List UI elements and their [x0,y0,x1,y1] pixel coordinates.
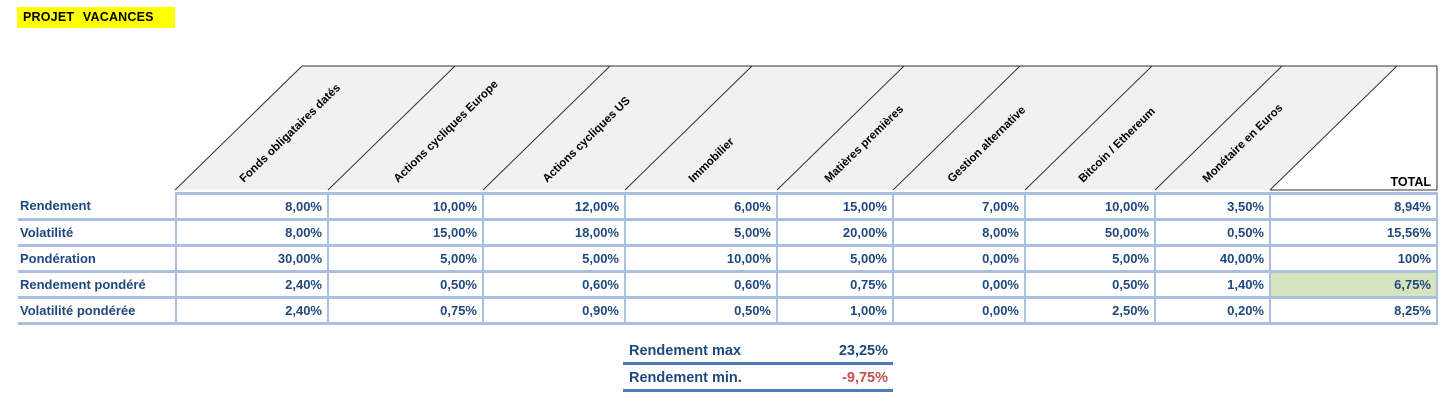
cell[interactable]: 30,00% [175,244,329,273]
cell[interactable]: 15,00% [327,218,484,247]
cell[interactable]: 3,50% [1154,192,1271,221]
diagonal-header: Fonds obligataires datés Actions cycliqu… [174,65,1438,191]
row-label[interactable]: Rendement pondéré [18,271,176,299]
cell[interactable]: 5,00% [327,244,484,273]
cell[interactable]: 0,50% [327,270,484,299]
cell[interactable]: 10,00% [624,244,778,273]
cell[interactable]: 0,50% [1154,218,1271,247]
row-label[interactable]: Pondération [18,245,176,273]
cell[interactable]: 0,75% [776,270,894,299]
header-separator [892,65,1021,191]
page-title[interactable]: PROJET VACANCES [17,7,175,28]
summary-block: Rendement max 23,25% Rendement min. -9,7… [623,338,893,392]
summary-row-max[interactable]: Rendement max 23,25% [623,338,893,365]
summary-value: 23,25% [838,343,888,359]
cell[interactable]: 15,00% [776,192,894,221]
header-separator [327,65,456,191]
cell[interactable]: 5,00% [1024,244,1156,273]
cell[interactable]: 1,40% [1154,270,1271,299]
header-band [175,66,1397,190]
header-separator [776,65,905,191]
header-separator [1024,65,1153,191]
total-cell[interactable]: 8,25% [1269,296,1438,325]
cell[interactable]: 5,00% [776,244,894,273]
cell[interactable]: 0,50% [624,296,778,325]
cell[interactable]: 6,00% [624,192,778,221]
cell[interactable]: 0,20% [1154,296,1271,325]
header-separator [482,65,611,191]
cell[interactable]: 50,00% [1024,218,1156,247]
table-row: Pondération 30,00% 5,00% 5,00% 10,00% 5,… [18,244,1438,273]
cell[interactable]: 7,00% [892,192,1026,221]
cell[interactable]: 5,00% [624,218,778,247]
total-cell-highlighted[interactable]: 6,75% [1269,270,1438,299]
summary-row-min[interactable]: Rendement min. -9,75% [623,365,893,392]
cell[interactable]: 10,00% [1024,192,1156,221]
total-cell[interactable]: 15,56% [1269,218,1438,247]
row-label[interactable]: Rendement [18,193,176,221]
cell[interactable]: 0,00% [892,244,1026,273]
cell[interactable]: 10,00% [327,192,484,221]
cell[interactable]: 2,50% [1024,296,1156,325]
table-row: Rendement 8,00% 10,00% 12,00% 6,00% 15,0… [18,192,1438,221]
table-row: Rendement pondéré 2,40% 0,50% 0,60% 0,60… [18,270,1438,299]
cell[interactable]: 2,40% [175,296,329,325]
total-header-cell[interactable] [1270,66,1437,190]
cell[interactable]: 0,50% [1024,270,1156,299]
header-left-diagonal [174,65,303,191]
summary-value-negative: -9,75% [842,370,888,386]
total-cell[interactable]: 8,94% [1269,192,1438,221]
cell[interactable]: 0,00% [892,296,1026,325]
cell[interactable]: 20,00% [776,218,894,247]
summary-label: Rendement min. [629,370,742,386]
row-label[interactable]: Volatilité pondérée [18,297,176,325]
cell[interactable]: 0,90% [482,296,626,325]
cell[interactable]: 40,00% [1154,244,1271,273]
header-separator [1154,65,1283,191]
cell[interactable]: 1,00% [776,296,894,325]
total-cell[interactable]: 100% [1269,244,1438,273]
table-row: Volatilité 8,00% 15,00% 18,00% 5,00% 20,… [18,218,1438,247]
row-label[interactable]: Volatilité [18,219,176,247]
summary-label: Rendement max [629,343,742,359]
cell[interactable]: 12,00% [482,192,626,221]
cell[interactable]: 8,00% [892,218,1026,247]
cell[interactable]: 8,00% [175,192,329,221]
cell[interactable]: 0,60% [624,270,778,299]
cell[interactable]: 0,75% [327,296,484,325]
header-separator [1269,65,1398,191]
cell[interactable]: 8,00% [175,218,329,247]
cell[interactable]: 5,00% [482,244,626,273]
cell[interactable]: 0,00% [892,270,1026,299]
cell[interactable]: 18,00% [482,218,626,247]
cell[interactable]: 0,60% [482,270,626,299]
header-separator [624,65,753,191]
cell[interactable]: 2,40% [175,270,329,299]
table-row: Volatilité pondérée 2,40% 0,75% 0,90% 0,… [18,296,1438,325]
portfolio-table: Rendement 8,00% 10,00% 12,00% 6,00% 15,0… [18,192,1438,325]
total-column-header[interactable]: TOTAL [1390,175,1431,189]
